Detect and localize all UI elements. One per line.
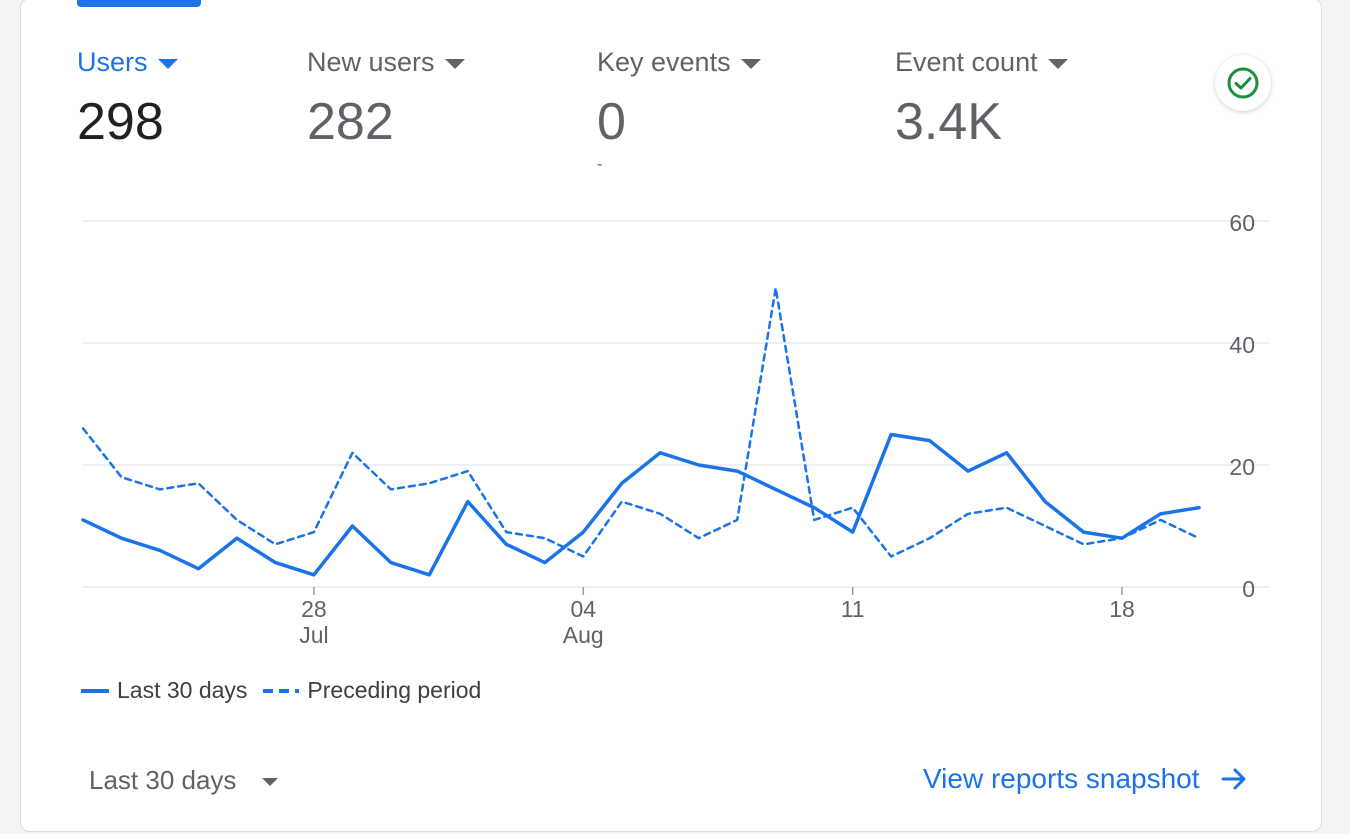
metric-value: 298 [77, 93, 164, 151]
view-reports-snapshot-label: View reports snapshot [923, 763, 1200, 794]
y-tick-label: 60 [1229, 210, 1255, 236]
metric-label: Users [77, 47, 148, 77]
metric-tab-new-users[interactable]: New users 282 [307, 47, 465, 172]
y-tick-label: 40 [1229, 332, 1255, 358]
legend-item-last-30-days: Last 30 days [81, 677, 247, 704]
x-tick-sublabel: Aug [563, 622, 604, 648]
view-reports-snapshot-link[interactable]: View reports snapshot [923, 763, 1248, 795]
metric-value: 282 [307, 93, 394, 151]
caret-down-icon [157, 58, 178, 69]
caret-down-icon [262, 777, 279, 786]
check-circle-icon [1227, 67, 1259, 99]
legend-label: Preceding period [307, 677, 482, 703]
y-tick-label: 0 [1242, 576, 1255, 602]
active-tab-indicator [77, 0, 201, 7]
caret-down-icon [740, 58, 761, 69]
date-range-dropdown[interactable]: Last 30 days [89, 765, 279, 796]
series-line-preceding-period [81, 286, 1201, 558]
dashed-line-swatch [263, 688, 300, 693]
series-line-last-30-days [81, 432, 1201, 577]
x-tick-label: 11 [841, 596, 865, 622]
legend-label: Last 30 days [117, 677, 248, 703]
metric-label: New users [307, 47, 435, 77]
metric-sub: - [597, 156, 603, 173]
x-tick-label: 28 [301, 596, 327, 622]
metric-value: 3.4K [895, 93, 1002, 151]
data-quality-check-button[interactable] [1215, 55, 1271, 111]
metric-value: 0 [597, 93, 626, 151]
caret-down-icon [1047, 58, 1068, 69]
solid-line-swatch [81, 688, 109, 693]
x-tick-label: 18 [1109, 596, 1135, 622]
metric-label: Key events [597, 47, 731, 77]
overview-card: Users 298 New users 282 Key events 0 - E… [20, 0, 1322, 832]
legend-item-preceding-period: Preceding period [263, 677, 481, 704]
caret-down-icon [444, 58, 465, 69]
arrow-right-icon [1221, 768, 1246, 790]
chart-legend: Last 30 days Preceding period [81, 677, 497, 704]
x-tick-label: 04 [570, 596, 596, 622]
metric-label: Event count [895, 47, 1038, 77]
y-tick-label: 20 [1229, 454, 1255, 480]
date-range-label: Last 30 days [89, 765, 237, 795]
x-tick-sublabel: Jul [299, 622, 328, 648]
metric-tab-event-count[interactable]: Event count 3.4K [895, 47, 1068, 172]
metric-tab-key-events[interactable]: Key events 0 - [597, 47, 761, 173]
metric-tab-users[interactable]: Users 298 [77, 47, 178, 172]
